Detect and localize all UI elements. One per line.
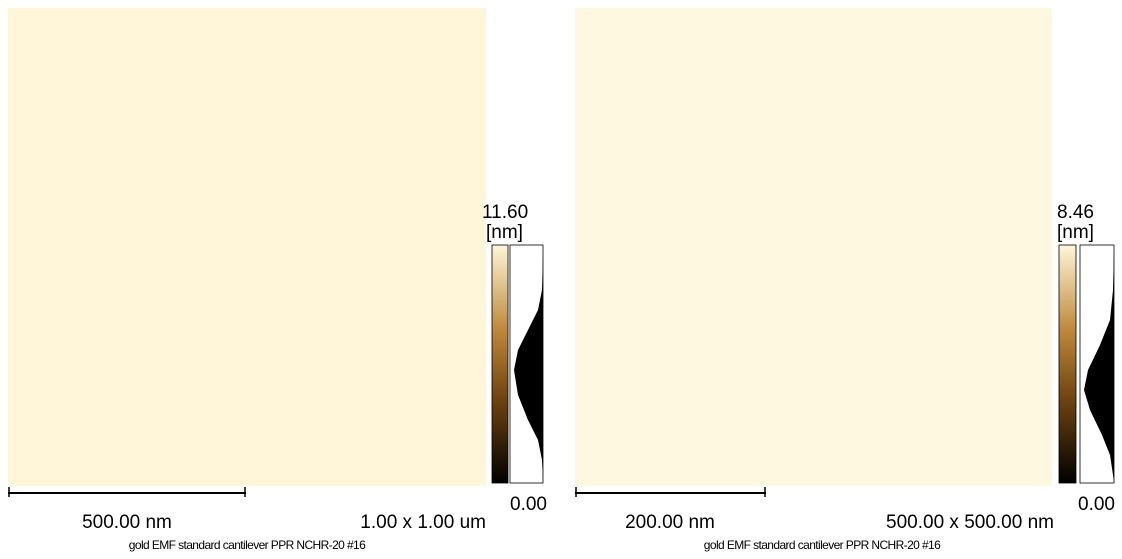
- min-label: 0.00: [510, 494, 547, 515]
- unit-label: [nm]: [486, 222, 523, 243]
- scan-size: 500.00 x 500.00 nm: [886, 512, 1054, 533]
- caption: gold EMF standard cantilever PPR NCHR-20…: [704, 538, 941, 552]
- color-bar: [1059, 245, 1076, 483]
- scale-bar-label: 200.00 nm: [625, 512, 715, 533]
- afm-figure: 11.60 [nm] 0.00 500.00 nm 1.00 x 1.00 um…: [0, 0, 1122, 559]
- caption: gold EMF standard cantilever PPR NCHR-20…: [129, 538, 366, 552]
- color-bar: [492, 245, 508, 483]
- max-label: 11.60: [482, 202, 528, 223]
- afm-image: [8, 8, 486, 486]
- afm-image: [575, 8, 1052, 486]
- min-label: 0.00: [1078, 494, 1115, 515]
- unit-label: [nm]: [1057, 222, 1094, 243]
- max-label: 8.46: [1057, 202, 1094, 223]
- scale-bar-label: 500.00 nm: [82, 512, 172, 533]
- scan-size: 1.00 x 1.00 um: [360, 512, 486, 533]
